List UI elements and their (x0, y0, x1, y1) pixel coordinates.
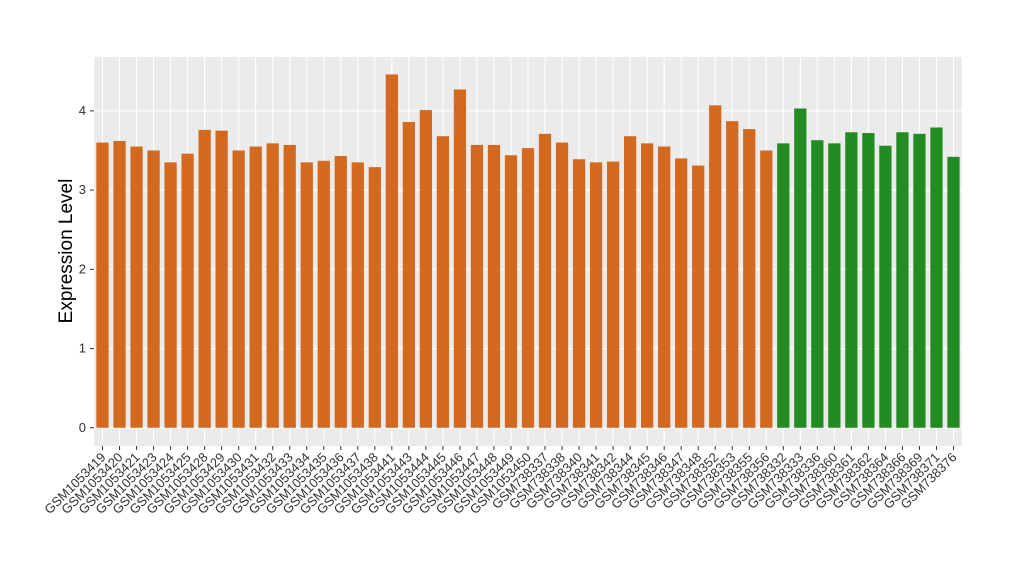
bar (283, 144, 296, 428)
bar (419, 110, 433, 428)
y-tick-label: 0 (79, 420, 86, 435)
bar (215, 130, 228, 428)
bar (113, 140, 126, 428)
bar (453, 89, 467, 428)
bar (232, 150, 245, 428)
bar (368, 167, 381, 428)
bar (96, 142, 109, 428)
bar (164, 162, 177, 428)
y-tick-label: 1 (79, 341, 86, 356)
bar (641, 143, 654, 428)
bar (589, 162, 603, 428)
bar (760, 150, 773, 428)
bar (249, 146, 262, 428)
bar (879, 145, 892, 428)
bar (300, 162, 313, 428)
bar (930, 127, 943, 428)
bar (743, 129, 756, 428)
bar (862, 133, 875, 428)
bar (572, 159, 586, 428)
bar (436, 136, 450, 428)
bar (794, 108, 807, 428)
bar (198, 129, 211, 428)
bar (555, 142, 569, 428)
bar (726, 121, 739, 428)
bar (913, 133, 926, 428)
bar (402, 121, 415, 428)
bar (777, 143, 790, 428)
y-tick-label: 2 (79, 261, 86, 276)
bar (623, 136, 637, 428)
bar (317, 160, 330, 428)
bar (606, 161, 620, 428)
y-axis-title: Expression Level (56, 179, 77, 324)
bar (521, 148, 535, 428)
bar (675, 158, 688, 428)
bar (504, 155, 518, 428)
bar (181, 153, 194, 428)
bar (811, 140, 824, 428)
bar (828, 143, 841, 428)
bar (147, 150, 160, 428)
bar (896, 132, 909, 428)
bar (334, 156, 347, 428)
bar (692, 165, 705, 428)
bar (709, 105, 722, 428)
bar (130, 146, 143, 428)
bar (470, 144, 484, 428)
bar (538, 133, 552, 428)
bar (385, 74, 398, 428)
bar (947, 156, 960, 428)
bar (266, 143, 279, 428)
bar (351, 162, 364, 428)
bar (658, 146, 671, 428)
y-tick-label: 4 (79, 103, 86, 118)
y-tick-label: 3 (79, 182, 86, 197)
bar (487, 144, 501, 428)
bar (845, 132, 858, 428)
